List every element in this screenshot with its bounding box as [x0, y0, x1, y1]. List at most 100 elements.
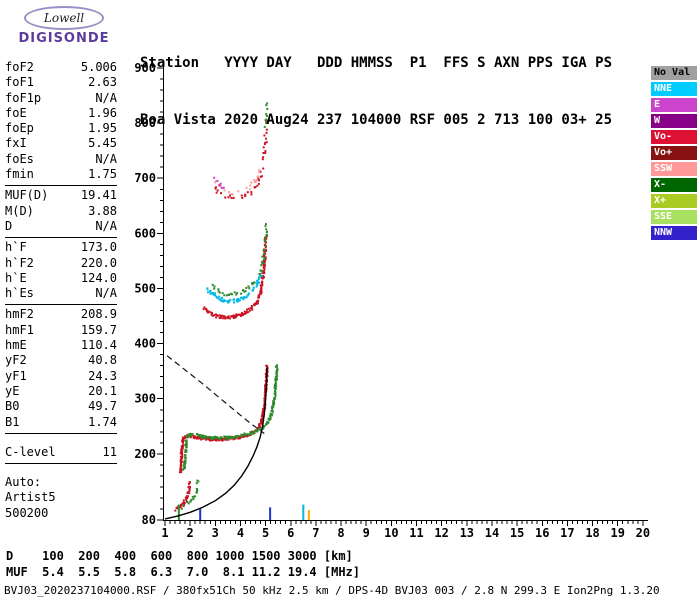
param-row-h-e: h`E 124.0	[5, 271, 117, 286]
svg-text:17: 17	[560, 526, 574, 540]
header-column-titles: Station YYYY DAY DDD HMMSS P1 FFS S AXN …	[140, 55, 613, 71]
param-row-h-es: h`Es N/A	[5, 286, 117, 301]
param-label: MUF(D)	[5, 188, 49, 203]
param-row-d: D N/A	[5, 219, 117, 234]
svg-text:4: 4	[237, 526, 244, 540]
trace-f-trace-x-mode	[181, 364, 279, 471]
param-value: N/A	[95, 151, 117, 166]
param-row-h-f: h`F 173.0	[5, 240, 117, 255]
dmuf-row-muf: MUF 5.4 5.5 5.8 6.3 7.0 8.1 11.2 19.4 [M…	[6, 564, 361, 579]
svg-text:3: 3	[212, 526, 219, 540]
svg-text:13: 13	[460, 526, 474, 540]
param-row-artist5: Artist5	[5, 490, 117, 505]
param-row-fof1: foF1 2.63	[5, 75, 117, 90]
svg-text:700: 700	[134, 171, 156, 185]
param-value: 24.3	[88, 368, 117, 383]
svg-text:300: 300	[134, 392, 156, 406]
y-axis-labels: 80 200 300 400 500 600 700 800 900	[134, 61, 156, 527]
param-label: foEp	[5, 121, 34, 136]
trace-third-hop-w	[213, 176, 225, 189]
param-value: 220.0	[80, 255, 117, 270]
x-axis-labels: 1 2 3 4 5 6 7 8 9 10 11 12 13 14 15 16 17 18 19 20	[161, 526, 650, 540]
param-value: 159.7	[80, 322, 117, 337]
param-label: yF2	[5, 353, 27, 368]
logo-oval: Lowell	[24, 6, 104, 30]
dmuf-table: D 100 200 400 600 800 1000 1500 3000 [km…	[6, 549, 360, 580]
param-label: hmE	[5, 338, 27, 353]
param-label: h`E	[5, 270, 27, 285]
param-gap	[5, 436, 117, 445]
legend-item-nne: NNE	[651, 82, 697, 96]
param-label: B0	[5, 399, 20, 414]
param-row-foep: foEp 1.95	[5, 121, 117, 136]
logo-product: DIGISONDE	[18, 31, 110, 46]
param-row-foes: foEs N/A	[5, 152, 117, 167]
param-label: fxI	[5, 136, 27, 151]
param-label: B1	[5, 414, 20, 429]
param-row-fxi: fxI 5.45	[5, 136, 117, 151]
param-row-foe: foE 1.96	[5, 106, 117, 121]
legend-item-ssw: SSW	[651, 162, 697, 176]
param-separator	[5, 304, 117, 306]
param-value: N/A	[95, 286, 117, 301]
header-station-values: Boa Vista 2020 Aug24 237 104000 RSF 005 …	[140, 112, 613, 128]
svg-text:800: 800	[134, 116, 156, 130]
profile-curve	[164, 367, 268, 520]
param-value: 19.41	[80, 188, 117, 203]
param-row-hmf2: hmF2 208.9	[5, 307, 117, 322]
param-row-hmf1: hmF1 159.7	[5, 323, 117, 338]
param-separator	[5, 237, 117, 239]
param-value: 5.006	[80, 60, 117, 74]
param-label: D	[5, 218, 13, 233]
param-row-muf-d: MUF(D) 19.41	[5, 188, 117, 203]
svg-text:16: 16	[535, 526, 549, 540]
logo-brand: Lowell	[43, 11, 85, 25]
svg-text:20: 20	[636, 526, 650, 540]
param-value: 5.45	[88, 136, 117, 151]
param-value: 173.0	[80, 240, 117, 255]
trace-second-hop-x-mode	[211, 223, 269, 297]
param-label: fmin	[5, 167, 34, 182]
trace-f-trace-o-mode	[178, 364, 269, 474]
svg-text:8: 8	[337, 526, 344, 540]
legend-item-x+: X+	[651, 194, 697, 208]
param-label: foF2	[5, 60, 34, 74]
param-label: M(D)	[5, 203, 34, 218]
svg-text:15: 15	[510, 526, 524, 540]
svg-text:2: 2	[187, 526, 194, 540]
footer-status-line: BVJ03_2020237104000.RSF / 380fx51Ch 50 k…	[4, 584, 660, 597]
param-label: hmF2	[5, 307, 34, 322]
svg-text:18: 18	[585, 526, 599, 540]
legend-item-sse: SSE	[651, 210, 697, 224]
param-value: 1.75	[88, 167, 117, 182]
trace-third-hop-o-mode	[214, 120, 269, 199]
parameter-panel: foF2 5.006 foF1 2.63 foF1p N/A foE 1.96 foEp 1.95…	[5, 60, 117, 521]
trace-third-hop-x-top	[263, 102, 269, 128]
param-label: 500200	[5, 505, 49, 520]
param-value: 110.4	[80, 338, 117, 353]
svg-text:7: 7	[312, 526, 319, 540]
trace-e-trace-o-mode	[174, 481, 191, 512]
axes	[157, 66, 648, 526]
param-separator	[5, 185, 117, 187]
param-row-h-f2: h`F2 220.0	[5, 256, 117, 271]
param-value: 2.63	[88, 75, 117, 90]
param-label: h`F	[5, 240, 27, 255]
param-row-b0: B0 49.7	[5, 399, 117, 414]
param-row-m-d: M(D) 3.88	[5, 204, 117, 219]
param-gap	[5, 466, 117, 475]
param-value: 40.8	[88, 353, 117, 368]
dmuf-row-d: D 100 200 400 600 800 1000 1500 3000 [km…	[6, 549, 353, 563]
param-label: Auto:	[5, 475, 42, 490]
param-row-yf2: yF2 40.8	[5, 353, 117, 368]
profile-dashed-curve	[166, 355, 265, 434]
param-value: 20.1	[88, 383, 117, 398]
legend-item-no-val: No Val	[651, 66, 697, 80]
svg-text:200: 200	[134, 447, 156, 461]
param-label: foF1	[5, 75, 34, 90]
trace-e-trace-x-mode	[180, 479, 200, 510]
param-label: yE	[5, 383, 20, 398]
svg-text:14: 14	[485, 526, 499, 540]
param-row-500200: 500200	[5, 506, 117, 521]
